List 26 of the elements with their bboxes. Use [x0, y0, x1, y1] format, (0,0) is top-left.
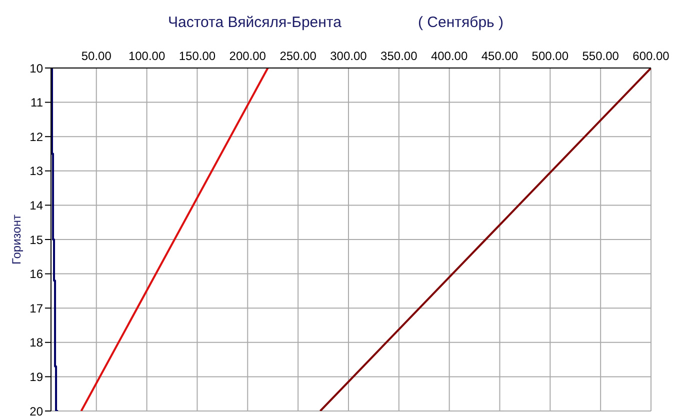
y-axis-title: Горизонт	[9, 214, 24, 264]
y-tick-label: 12	[30, 130, 44, 144]
x-tick-label: 300.00	[330, 49, 368, 63]
x-tick-label: 450.00	[481, 49, 518, 63]
x-tick-label: 100.00	[128, 49, 166, 63]
x-tick-label: 600.00	[632, 49, 670, 63]
chart-title: Частота Вяйсяля-Брента	[168, 14, 342, 31]
y-tick-label: 11	[30, 96, 44, 110]
chart-subtitle: ( Сентябрь )	[418, 14, 504, 31]
x-tick-label: 350.00	[380, 49, 418, 63]
y-tick-label: 19	[30, 370, 44, 384]
y-tick-label: 16	[30, 267, 44, 282]
y-tick-label: 17	[30, 301, 44, 316]
y-tick-label: 18	[30, 336, 44, 350]
y-tick-label: 13	[30, 164, 44, 178]
y-tick-label: 10	[30, 61, 44, 76]
y-tick-label: 15	[30, 232, 44, 247]
x-tick-label: 550.00	[582, 49, 620, 63]
x-tick-label: 400.00	[430, 49, 468, 63]
y-tick-label: 14	[30, 198, 44, 212]
x-tick-label: 200.00	[229, 49, 266, 63]
x-tick-label: 250.00	[280, 49, 317, 63]
x-tick-label: 150.00	[178, 49, 216, 63]
x-tick-label: 50.00	[81, 49, 112, 63]
y-tick-label: 20	[30, 404, 44, 418]
x-tick-label: 500.00	[532, 49, 569, 63]
